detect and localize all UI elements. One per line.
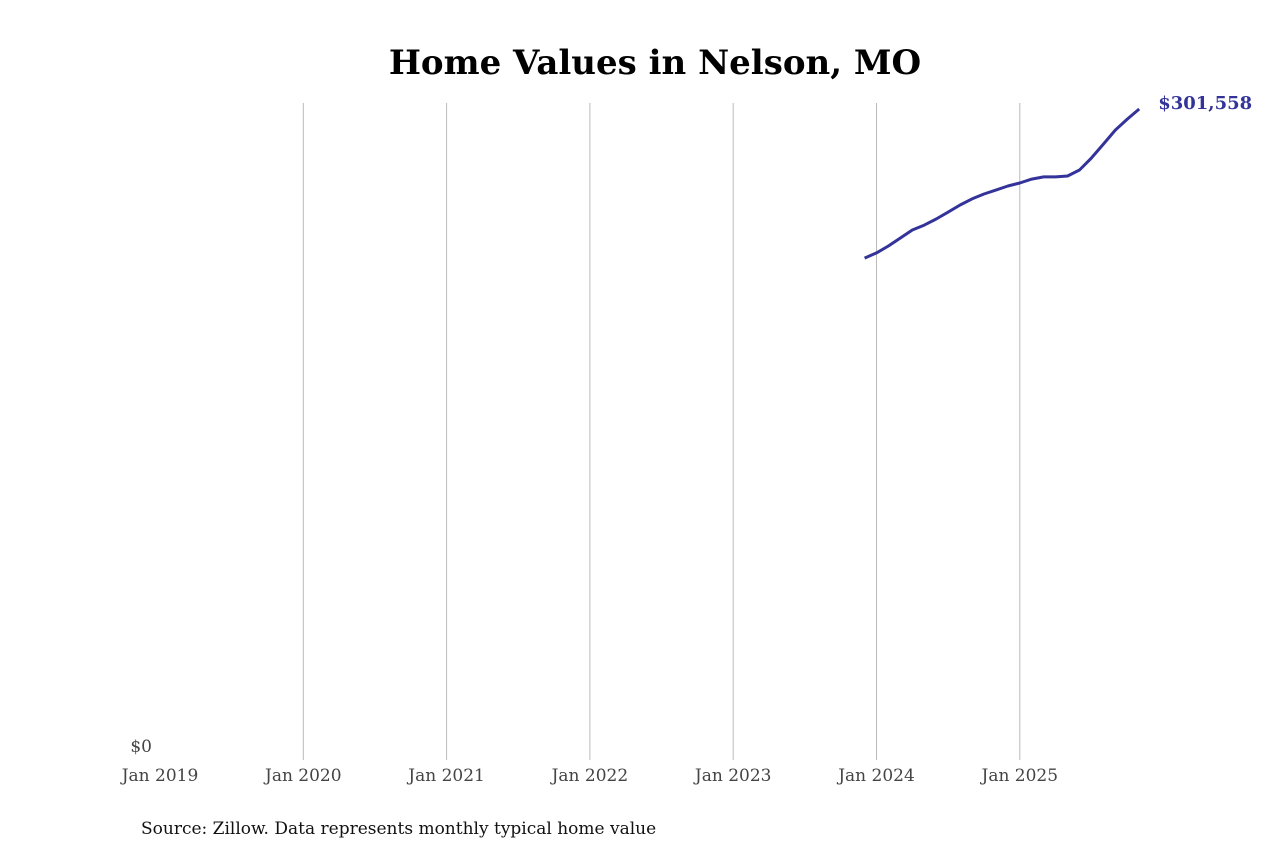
end-value-label: $301,558 <box>1158 93 1252 114</box>
source-note: Source: Zillow. Data represents monthly … <box>141 819 656 839</box>
x-tick-label: Jan 2022 <box>550 766 629 786</box>
x-tick-label: Jan 2020 <box>263 766 342 786</box>
series-line <box>863 107 1141 260</box>
chart-title: Home Values in Nelson, MO <box>389 43 921 83</box>
y-tick-label: $0 <box>130 737 152 757</box>
x-tick-label: Jan 2023 <box>693 766 772 786</box>
x-tick-label: Jan 2019 <box>120 766 199 786</box>
x-tick-label: Jan 2021 <box>406 766 485 786</box>
x-tick-label: Jan 2025 <box>980 766 1059 786</box>
x-tick-label: Jan 2024 <box>836 766 915 786</box>
